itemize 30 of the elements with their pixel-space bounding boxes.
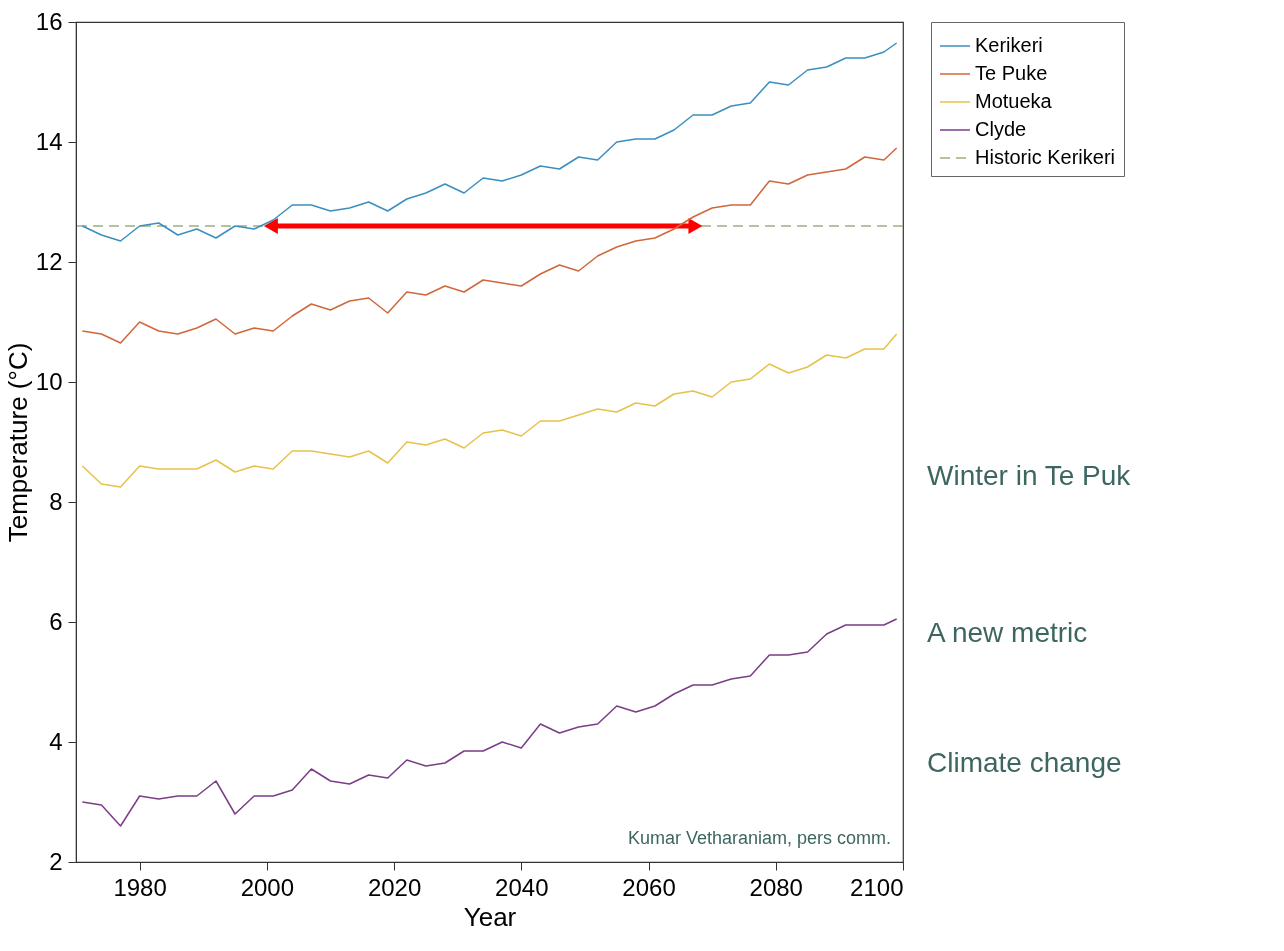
line-series — [81, 333, 898, 488]
x-tick-label: 2100 — [850, 873, 904, 901]
x-axis-title: Year — [463, 901, 517, 932]
x-tick-label: 2060 — [622, 873, 676, 901]
x-tick-label: 1980 — [113, 873, 167, 901]
text: Climate change — [927, 747, 1122, 778]
y-tick-label: 4 — [49, 727, 63, 755]
y-tick-label: 6 — [49, 607, 63, 635]
line-series — [81, 618, 898, 827]
x-tick-label: 2080 — [749, 873, 803, 901]
line-series — [81, 147, 898, 344]
y-axis-title: Temperature (°C) — [2, 342, 33, 543]
y-tick-label: 14 — [35, 127, 63, 155]
text: A new metric — [927, 617, 1088, 648]
x-tick-label: 2000 — [240, 873, 295, 901]
x-tick-label: 2040 — [495, 873, 549, 901]
text: Winter in Te Puk — [927, 460, 1132, 491]
y-tick-label: 10 — [35, 367, 63, 395]
y-tick-label: 12 — [35, 247, 63, 275]
annotation: Kumar Vetharaniam, pers comm. — [627, 828, 891, 848]
y-tick-label: 16 — [35, 7, 63, 35]
legend-label: Historic Kerikeri — [975, 146, 1116, 168]
legend-label: Clyde — [975, 118, 1027, 140]
x-tick-label: 2020 — [367, 873, 422, 901]
legend-label: Motueka — [975, 90, 1053, 112]
legend-label: Te Puke — [975, 62, 1048, 84]
y-tick-label: 8 — [49, 487, 63, 515]
legend-label: Kerikeri — [975, 34, 1043, 56]
line-series — [81, 42, 898, 242]
y-tick-label: 2 — [49, 847, 63, 875]
